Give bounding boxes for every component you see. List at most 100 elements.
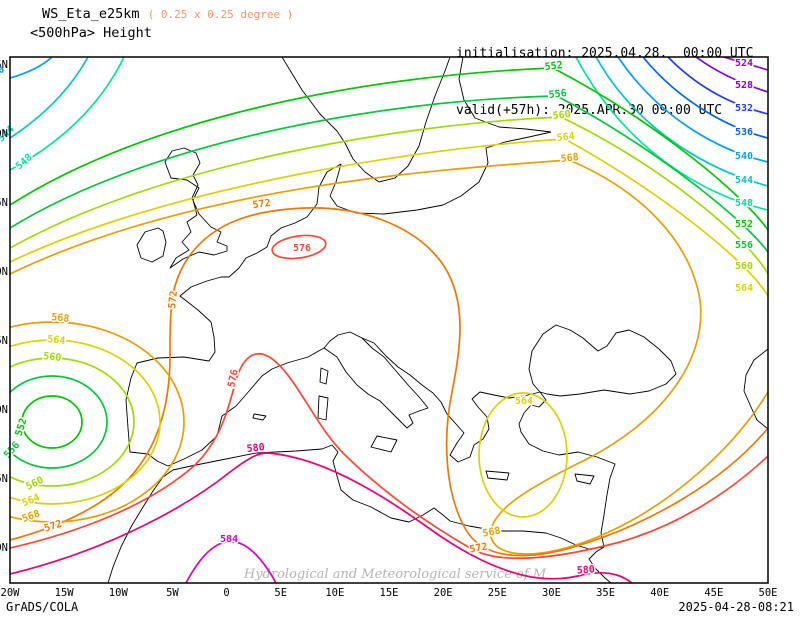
y-axis-label: 50N [0, 266, 8, 278]
contour-label: 540 [735, 151, 753, 162]
contour-label: 560 [24, 475, 45, 493]
watermark: Hydrological and Meteorological service … [243, 567, 547, 582]
contour-label: 564 [515, 396, 533, 407]
contour-label: 584 [220, 534, 238, 545]
coastline-corsica [319, 367, 329, 385]
contour-540-ne [617, 57, 768, 163]
contour-label: 580 [576, 564, 595, 576]
coastline-sicily [370, 435, 398, 453]
contour-label: 544 [735, 175, 753, 186]
contour-label: 556 [735, 240, 753, 251]
x-axis-label: 20E [434, 587, 453, 599]
contour-lines [10, 57, 768, 583]
header-title-line: WS_Eta_e25km ( 0.25 x 0.25 degree ) [42, 6, 293, 22]
y-axis-label: 35N [0, 473, 8, 485]
contour-560-low-ring [10, 357, 135, 487]
contour-label: 568 [560, 152, 579, 165]
coastline-ireland [136, 227, 167, 263]
x-axis-label: 10W [109, 587, 129, 599]
grads-credit: GrADS/COLA [6, 600, 79, 614]
coastline-black-sea [528, 324, 677, 397]
contour-label: 572 [252, 198, 271, 211]
coastline-turkey-levant [518, 391, 616, 583]
contour-528 [695, 57, 768, 93]
x-axis-label: 50E [759, 587, 778, 599]
contour-580 [10, 452, 633, 583]
contour-568-low-ring [10, 321, 185, 523]
y-axis-label: 45N [0, 335, 8, 347]
contour-label: 560 [735, 261, 753, 272]
contour-572 [10, 207, 768, 557]
x-axis-label: 20W [1, 587, 21, 599]
contour-label: 528 [735, 80, 753, 91]
contour-label: 564 [556, 131, 575, 144]
contour-540-nw [10, 57, 53, 79]
x-axis-label: 15W [55, 587, 75, 599]
contour-label: 576 [293, 243, 311, 254]
contour-576-closed-high [271, 234, 327, 260]
contour-label: 536 [735, 127, 753, 138]
contour-labels: 5245285325365405445485525565605645525565… [0, 57, 755, 579]
model-name: WS_Eta_e25km [42, 6, 140, 22]
contour-label: 572 [469, 542, 489, 556]
contour-label: 560 [43, 351, 62, 364]
contour-label: 564 [21, 492, 42, 509]
coastline-italy [323, 331, 429, 429]
contour-label: 556 [2, 440, 22, 461]
contour-576 [10, 352, 768, 560]
contour-label: 568 [21, 508, 42, 525]
x-axis-label: 35E [596, 587, 615, 599]
contour-label: 564 [47, 334, 66, 347]
contour-label: 568 [482, 526, 502, 540]
contour-544-nw [10, 57, 89, 139]
contour-label: 552 [14, 417, 30, 438]
contour-label: 540 [0, 64, 7, 84]
x-axis-label: 5E [274, 587, 287, 599]
x-axis-label: 45E [704, 587, 723, 599]
contour-564-band [10, 138, 768, 297]
contour-label: 532 [735, 103, 753, 114]
contour-label: 548 [14, 152, 35, 172]
contour-label: 576 [226, 369, 241, 389]
contour-560-band [10, 116, 768, 275]
coastline-balearics [252, 413, 267, 421]
y-axis-labels: 65N 60N 55N 50N 45N 40N 35N 30N [0, 59, 8, 554]
coastline-sardinia [317, 395, 329, 421]
contour-524 [723, 57, 768, 71]
x-axis-label: 40E [650, 587, 669, 599]
contour-label: 548 [735, 198, 753, 209]
coastlines [107, 57, 768, 583]
contour-584 [185, 540, 277, 583]
contour-564-aegean-low [478, 392, 568, 518]
model-resolution: ( 0.25 x 0.25 degree ) [147, 8, 294, 21]
x-axis-label: 5W [166, 587, 179, 599]
y-axis-label: 30N [0, 542, 8, 554]
y-axis-label: 40N [0, 404, 8, 416]
contour-532 [667, 57, 768, 115]
contour-568-band [10, 159, 768, 555]
contour-556-low-ring [10, 375, 108, 469]
contour-label: 556 [548, 88, 567, 101]
map-frame [9, 56, 769, 584]
x-axis-label: 10E [325, 587, 344, 599]
contour-564-low-ring [10, 339, 161, 505]
y-axis-label: 60N [0, 128, 8, 140]
y-axis-label: 65N [0, 59, 8, 71]
creation-timestamp: 2025-04-28-08:21 [678, 600, 794, 614]
contour-544-ne [595, 57, 768, 187]
contour-label: 524 [735, 58, 753, 69]
coastline-scandinavia [281, 57, 451, 183]
coastline-europe-west [125, 131, 552, 467]
field-title: <500hPa> Height [30, 25, 152, 41]
contour-label: 572 [167, 290, 180, 309]
contour-label: 568 [51, 312, 70, 325]
x-axis-label: 15E [380, 587, 399, 599]
coastline-north-africa [107, 444, 605, 583]
contour-label: 552 [735, 219, 753, 230]
contour-label: 552 [544, 60, 563, 73]
contour-label: 580 [246, 442, 265, 455]
coastline-finland [458, 57, 552, 133]
contour-label: 564 [735, 283, 753, 294]
x-axis-label: 0 [223, 587, 229, 599]
